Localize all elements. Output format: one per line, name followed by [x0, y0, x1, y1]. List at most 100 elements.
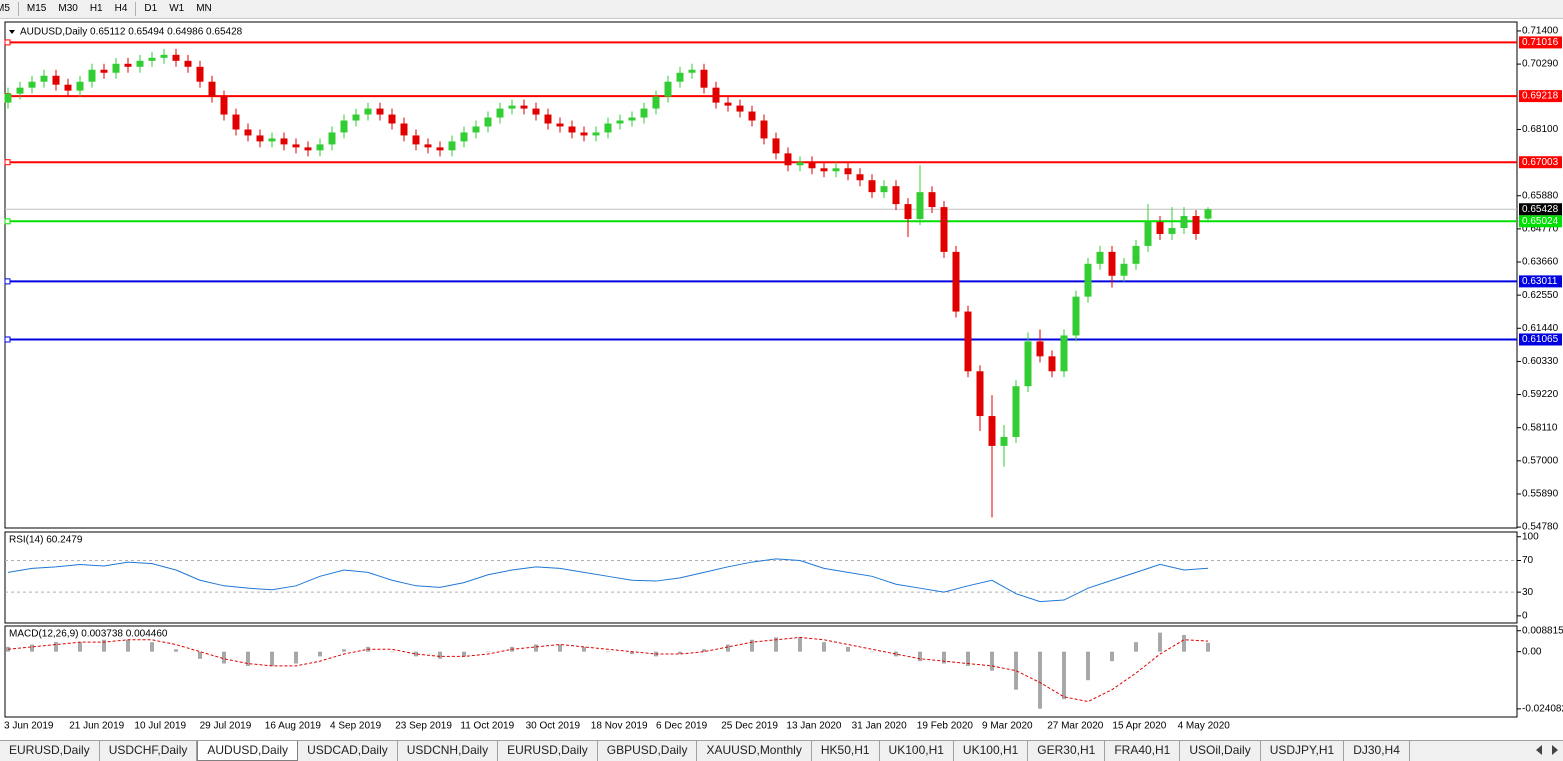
y-tick-label: 0.62550	[1522, 290, 1559, 301]
scroll-left[interactable]	[1536, 745, 1542, 755]
chart-tab[interactable]: GER30,H1	[1028, 741, 1106, 761]
x-tick-label: 11 Oct 2019	[460, 721, 514, 732]
chart-tab[interactable]: AUDUSD,Daily	[197, 741, 299, 761]
y-tick-label: 0	[1522, 611, 1528, 622]
candle-body	[832, 168, 840, 172]
candle-body	[304, 147, 312, 151]
chart-window: 0.71400 0.70290 0.68100 0.65880 0.64770 0.636…	[4, 21, 1563, 732]
macd-bar	[870, 651, 874, 653]
y-tick-label: 0.57000	[1522, 455, 1559, 466]
macd-bar	[486, 651, 490, 653]
candle-body	[664, 81, 672, 97]
timeframe-button[interactable]: W1	[169, 3, 185, 14]
x-tick-label: 19 Feb 2020	[917, 721, 974, 732]
level-price-label: 0.63011	[1522, 276, 1558, 287]
level-price-label: 0.67003	[1522, 157, 1559, 168]
chart-tab[interactable]: USDJPY,H1	[1261, 741, 1345, 761]
macd-bar	[798, 637, 802, 652]
candle-body	[52, 75, 60, 85]
candle-body	[976, 371, 984, 417]
candle-body	[1024, 341, 1032, 387]
level-price-box	[1519, 90, 1562, 103]
candle-body	[1072, 296, 1080, 336]
chart-tab[interactable]: USOil,Daily	[1180, 741, 1261, 761]
tab-scroll[interactable]	[1535, 743, 1559, 757]
level-price-box	[1519, 333, 1562, 346]
macd-bar	[1086, 651, 1090, 681]
current-price-label: 0.65428	[1522, 204, 1559, 215]
y-tick-label: 0.65880	[1522, 190, 1559, 201]
chart-tab[interactable]: EURUSD,Daily	[498, 741, 598, 761]
timeframe-button[interactable]: M30	[58, 3, 78, 14]
timeframe-button[interactable]: MN	[196, 3, 212, 14]
candle-body	[436, 147, 444, 151]
scroll-right[interactable]	[1552, 745, 1558, 755]
chart-tab[interactable]: USDCAD,Daily	[298, 741, 398, 761]
macd-bar	[942, 651, 946, 664]
level-price-label: 0.71016	[1522, 37, 1559, 48]
level-handle	[4, 336, 11, 343]
candle-body	[328, 132, 336, 145]
candle-body	[688, 69, 696, 73]
level-price-box	[1519, 215, 1562, 228]
chart-tab[interactable]: UK100,H1	[880, 741, 954, 761]
candle-body	[820, 168, 828, 172]
x-tick-label: 27 Mar 2020	[1047, 721, 1104, 732]
chart-tab[interactable]: HK50,H1	[812, 741, 880, 761]
candle-body	[148, 57, 156, 61]
timeframe-button[interactable]: H4	[114, 3, 128, 14]
macd-bar	[534, 644, 538, 652]
macd-bar	[606, 651, 610, 653]
current-price-box	[1519, 203, 1562, 216]
macd-bar	[390, 651, 394, 653]
candle-body	[76, 81, 84, 91]
candle-body	[172, 54, 180, 61]
timeframe-button[interactable]: D1	[144, 3, 158, 14]
level-price-box	[1519, 275, 1562, 288]
macd-bar	[126, 639, 130, 652]
timeframe-button[interactable]: M5	[0, 3, 10, 14]
candle-body	[4, 93, 12, 103]
chart-tab[interactable]: XAUUSD,Monthly	[697, 741, 812, 761]
candle-body	[1192, 216, 1200, 234]
x-tick-label: 13 Jan 2020	[786, 721, 841, 732]
macd-bar	[1110, 651, 1114, 662]
candle-body	[796, 162, 804, 166]
x-tick-label: 18 Nov 2019	[591, 721, 648, 732]
chart-tab[interactable]: GBPUSD,Daily	[598, 741, 698, 761]
y-tick-label: 0.70290	[1522, 59, 1559, 70]
macd-bar	[822, 642, 826, 652]
menu-arrow	[9, 30, 15, 34]
candle-body	[880, 186, 888, 193]
x-tick-label: 31 Jan 2020	[852, 721, 907, 732]
candle-body	[580, 132, 588, 136]
y-tick-label: 0.68100	[1522, 124, 1559, 135]
macd-bar	[318, 651, 322, 657]
x-tick-label: 9 Mar 2020	[982, 721, 1033, 732]
chart-tab[interactable]: UK100,H1	[954, 741, 1029, 761]
chart-tab[interactable]: USDCNH,Daily	[398, 741, 499, 761]
candle-body	[1204, 209, 1212, 219]
macd-bar	[102, 639, 106, 652]
level-price-box	[1519, 36, 1562, 49]
chart-tab[interactable]: FRA40,H1	[1105, 741, 1181, 761]
timeframe-button[interactable]: H1	[89, 3, 103, 14]
timeframe-toolbar: M5 M15 M30 H1 H4 D1 W1 MN	[0, 0, 1563, 19]
rsi-line	[7, 558, 1209, 603]
macd-bar	[678, 651, 682, 655]
x-tick-label: 23 Sep 2019	[395, 721, 452, 732]
candle-body	[1144, 222, 1152, 246]
candle-body	[64, 84, 72, 91]
candle-body	[988, 416, 996, 446]
macd-bar	[174, 649, 178, 652]
macd-bar	[78, 642, 82, 652]
chart-tab[interactable]: USDCHF,Daily	[100, 741, 198, 761]
candle-body	[1096, 251, 1104, 264]
candle-body	[460, 132, 468, 142]
timeframe-button[interactable]: M15	[26, 3, 47, 14]
macd-bar	[1182, 635, 1186, 652]
y-tick-label: 0.54780	[1522, 522, 1559, 533]
candle-body	[268, 138, 276, 142]
chart-tab[interactable]: EURUSD,Daily	[0, 741, 100, 761]
chart-tab[interactable]: DJ30,H4	[1344, 741, 1410, 761]
